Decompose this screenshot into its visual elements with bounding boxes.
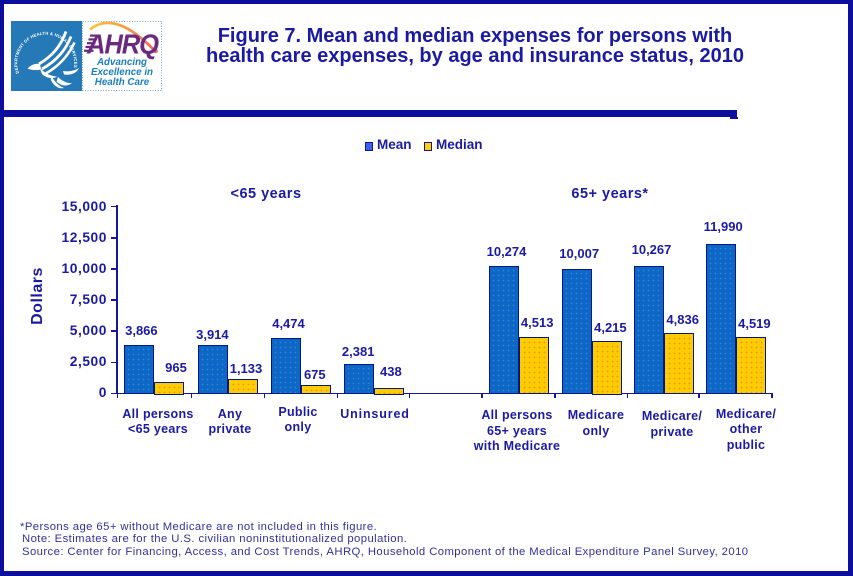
svg-text:Excellence in: Excellence in xyxy=(91,67,153,78)
svg-text:Health Care: Health Care xyxy=(95,77,150,88)
svg-text:Advancing: Advancing xyxy=(96,57,147,68)
svg-text:AHRQ: AHRQ xyxy=(86,29,159,60)
